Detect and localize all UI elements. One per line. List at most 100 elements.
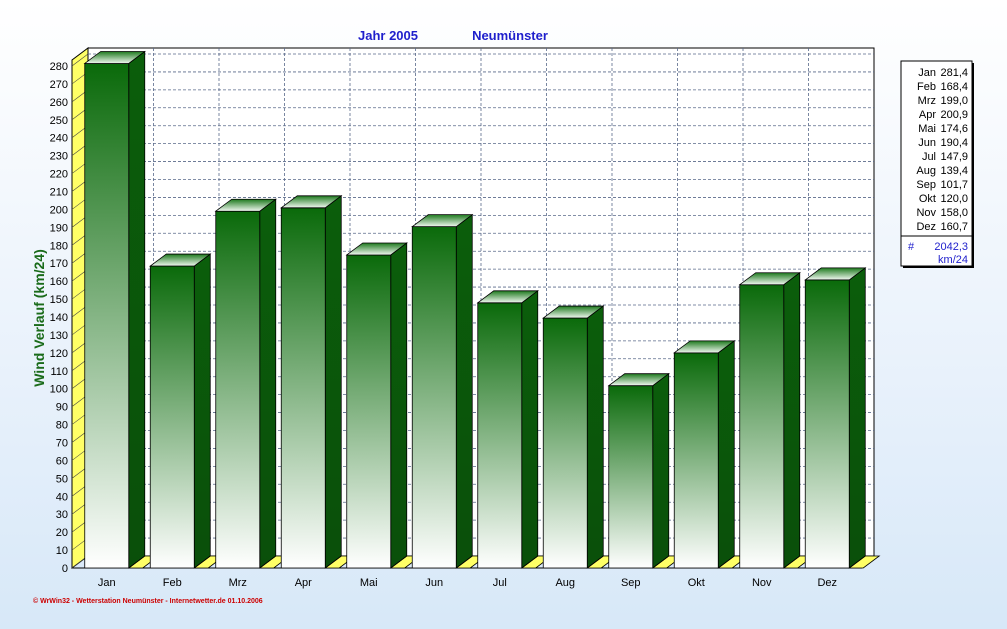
bar-side-Jul (521, 290, 539, 569)
bar-top-Sep (607, 373, 670, 387)
legend-entry-value: 174,6 (940, 123, 968, 135)
legend-entry-month: Jul (922, 151, 936, 163)
bar-Feb (149, 265, 195, 569)
legend: # 2042,3 km/24 Jan 281,4 Feb 168,4 Mrz 199,0 A… (900, 60, 974, 268)
bar-Okt (673, 352, 719, 569)
bar-top-Aug (542, 305, 605, 319)
legend-entry-month: Mrz (918, 95, 936, 107)
bar-side-Apr (324, 195, 342, 569)
x-tick-label: Aug (555, 577, 575, 589)
bar-top-Mai (345, 242, 408, 256)
y-axis-ticks: 0 10 20 30 40 50 60 70 80 90 100 110 120 130 140 150 160… (50, 61, 68, 575)
bar-Mrz (215, 210, 261, 569)
y-tick-label: 140 (50, 312, 68, 324)
legend-entry-month: Jan (918, 67, 936, 79)
y-tick-label: 250 (50, 115, 68, 127)
bar-Mai (346, 254, 392, 569)
x-tick-label: Mrz (229, 577, 247, 589)
bar-side-Jun (455, 213, 473, 569)
legend-entry-value: 139,4 (940, 165, 968, 177)
bar-side-Sep (652, 372, 670, 569)
legend-entry-value: 101,7 (940, 179, 968, 191)
y-tick-label: 100 (50, 384, 68, 396)
legend-entry-month: Apr (919, 109, 936, 121)
footer-credit: © WrWin32 - Wetterstation Neumünster - I… (33, 597, 263, 605)
legend-entry-value: 147,9 (940, 151, 968, 163)
bar-top-Jan (83, 51, 146, 64)
bars (83, 50, 867, 569)
legend-total-unit: km/24 (938, 254, 968, 266)
bar-Jan (84, 63, 130, 569)
y-tick-label: 240 (50, 133, 68, 145)
legend-entry-value: 200,9 (940, 109, 968, 121)
bar-top-Feb (149, 253, 212, 267)
legend-entry-month: Aug (916, 165, 936, 177)
y-tick-label: 110 (50, 366, 68, 378)
legend-entry-value: 281,4 (940, 67, 968, 79)
legend-total-symbol: # (908, 241, 915, 253)
x-tick-label: Jan (98, 577, 116, 589)
bar-side-Nov (783, 271, 801, 569)
bar-Jun (411, 226, 457, 569)
bar-top-Okt (673, 340, 736, 354)
bar-top-Apr (280, 195, 343, 209)
bar-side-Aug (586, 305, 604, 569)
y-tick-label: 90 (56, 402, 68, 414)
bar-Sep (608, 385, 654, 569)
y-tick-label: 10 (56, 545, 68, 557)
bar-Dez (804, 279, 850, 569)
y-tick-label: 80 (56, 420, 68, 432)
y-tick-label: 70 (56, 438, 68, 450)
x-tick-label: Okt (688, 577, 705, 589)
y-tick-label: 210 (50, 187, 68, 199)
x-tick-label: Jul (493, 577, 507, 589)
bar-top-Mrz (214, 198, 277, 212)
legend-box (900, 60, 973, 267)
x-tick-label: Apr (295, 577, 312, 589)
y-tick-label: 160 (50, 276, 68, 288)
legend-entry-value: 160,7 (940, 221, 968, 233)
legend-entry-value: 158,0 (940, 207, 968, 219)
legend-entry-month: Dez (916, 221, 936, 233)
legend-entry-value: 199,0 (940, 95, 968, 107)
bar-side-Okt (717, 340, 735, 569)
y-tick-label: 280 (50, 61, 68, 73)
bar-Jul (477, 302, 523, 569)
y-tick-label: 130 (50, 330, 68, 342)
y-tick-label: 220 (50, 169, 68, 181)
legend-entry-month: Nov (916, 207, 936, 219)
x-tick-label: Mai (360, 577, 378, 589)
bar-side-Mrz (259, 198, 277, 569)
legend-entry-month: Feb (917, 81, 936, 93)
x-axis-ticks: Jan Feb Mrz Apr Mai Jun Jul Aug Sep Okt Nov Dez (98, 577, 837, 589)
legend-entry-month: Okt (919, 193, 936, 205)
y-tick-label: 30 (56, 509, 68, 521)
bar-side-Mai (390, 242, 408, 569)
bar-side-Dez (848, 267, 866, 569)
y-tick-label: 60 (56, 455, 68, 467)
y-tick-label: 20 (56, 527, 68, 539)
y-tick-label: 270 (50, 79, 68, 91)
y-tick-label: 200 (50, 204, 68, 216)
bar-side-Jan (128, 50, 146, 569)
bar-top-Jun (411, 214, 474, 228)
chart-title-station: Neumünster (472, 28, 548, 43)
chart-title-year: Jahr 2005 (358, 28, 418, 43)
legend-entry-month: Mai (918, 123, 936, 135)
y-tick-label: 260 (50, 97, 68, 109)
bar-Apr (280, 207, 326, 569)
legend-entry-value: 120,0 (940, 193, 968, 205)
legend-total-value: 2042,3 (934, 241, 968, 253)
y-tick-label: 180 (50, 240, 68, 252)
bar-top-Dez (804, 267, 867, 281)
y-tick-label: 0 (62, 563, 68, 575)
y-tick-label: 230 (50, 151, 68, 163)
bar-side-Feb (193, 253, 211, 569)
y-tick-label: 170 (50, 258, 68, 270)
legend-entry-value: 190,4 (940, 137, 968, 149)
legend-entry-month: Jun (918, 137, 936, 149)
bar-Nov (739, 284, 785, 569)
y-tick-label: 40 (56, 491, 68, 503)
x-tick-label: Nov (752, 577, 772, 589)
